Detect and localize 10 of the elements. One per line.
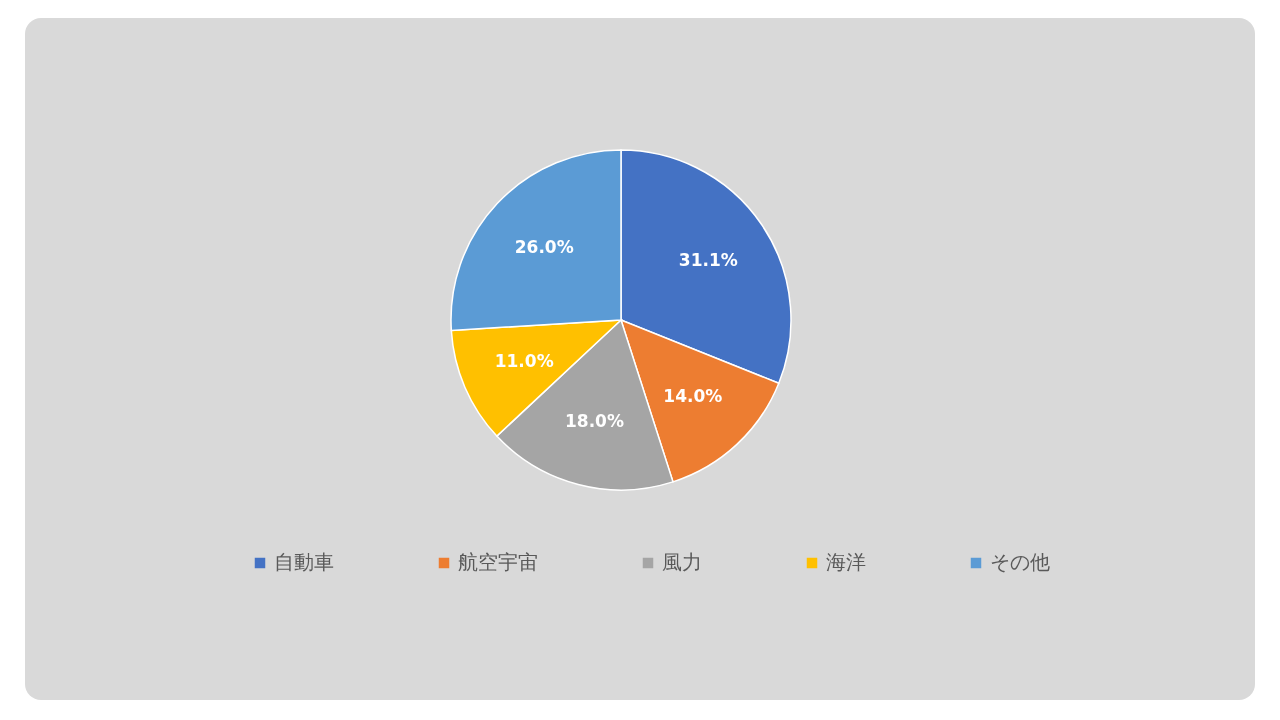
- data-label: 26.0%: [514, 236, 574, 257]
- legend-label: 風力: [662, 550, 702, 574]
- data-label: 31.1%: [678, 249, 738, 270]
- legend-label: その他: [990, 550, 1050, 574]
- data-label: 18.0%: [565, 411, 624, 432]
- legend-label: 航空宇宙: [458, 550, 538, 574]
- legend-label: 海洋: [826, 550, 866, 574]
- legend-label: 自動車: [274, 550, 334, 574]
- data-label: 14.0%: [663, 386, 723, 407]
- data-label: 11.0%: [494, 350, 554, 371]
